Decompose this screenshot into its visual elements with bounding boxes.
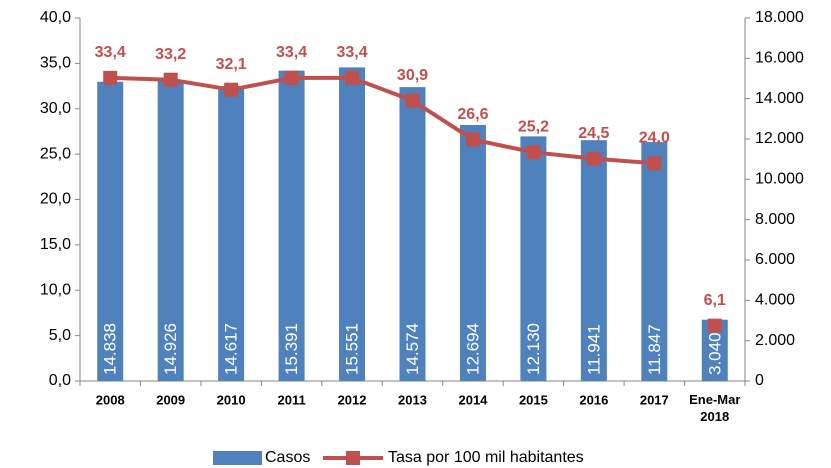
y2-tick-label: 0 <box>755 372 764 389</box>
line-value-label: 25,2 <box>518 119 549 136</box>
bar <box>278 70 305 381</box>
line-marker <box>284 70 299 85</box>
line-value-label: 33,4 <box>276 44 307 61</box>
x-tick-label: 2014 <box>458 392 488 407</box>
x-tick-label: 2016 <box>579 392 608 407</box>
x-tick-label: 2010 <box>217 392 246 407</box>
bar-value-label: 11.847 <box>645 324 664 375</box>
y2-tick-label: 12.000 <box>755 130 804 147</box>
y-tick-label: 0,0 <box>49 372 71 389</box>
x-tick-label: 2009 <box>156 392 185 407</box>
line-value-label: 26,6 <box>457 106 488 123</box>
y2-tick-label: 10.000 <box>755 171 804 188</box>
line-marker <box>586 151 601 166</box>
y-tick-label: 35,0 <box>40 55 71 72</box>
bar-value-label: 14.574 <box>403 323 422 375</box>
line-value-label: 33,2 <box>155 46 186 63</box>
bar-value-label: 15.551 <box>343 323 362 375</box>
line-value-label: 6,1 <box>704 292 726 309</box>
bar-value-label: 12.694 <box>463 323 482 375</box>
line-value-label: 33,4 <box>336 44 367 61</box>
line-value-label: 30,9 <box>397 67 428 84</box>
line-value-label: 33,4 <box>95 44 126 61</box>
legend-label: Tasa por 100 mil habitantes <box>388 449 584 466</box>
bar <box>520 136 547 381</box>
line-marker <box>647 156 662 171</box>
legend-label: Casos <box>265 449 310 466</box>
y-tick-label: 30,0 <box>40 100 71 117</box>
x-tick-label: 2017 <box>640 392 669 407</box>
x-tick-label: 2011 <box>277 392 305 407</box>
bar <box>641 142 668 381</box>
bar-value-label: 11.941 <box>584 324 603 375</box>
bar <box>218 86 245 382</box>
line-marker <box>465 132 480 147</box>
bar-value-label: 14.926 <box>161 323 180 375</box>
bar-value-label: 3.040 <box>705 332 724 375</box>
bar-value-label: 15.391 <box>282 323 301 375</box>
line-marker <box>526 145 541 160</box>
line-value-label: 24,5 <box>578 125 609 142</box>
legend-swatch <box>213 451 262 465</box>
y2-tick-label: 4.000 <box>755 292 795 309</box>
bar <box>157 79 184 381</box>
y-tick-label: 40,0 <box>40 9 71 26</box>
line <box>110 75 655 166</box>
bar-value-label: 12.130 <box>524 323 543 375</box>
y-tick-label: 10,0 <box>40 281 71 298</box>
bar <box>580 140 607 381</box>
x-tick-label: 2012 <box>338 392 367 407</box>
line-value-label: 32,1 <box>216 56 247 73</box>
line-marker <box>405 93 420 108</box>
bar <box>97 81 124 381</box>
y-tick-label: 5,0 <box>49 327 71 344</box>
bar <box>399 87 426 381</box>
y2-tick-label: 6.000 <box>755 251 795 268</box>
bar <box>339 67 366 381</box>
y2-tick-label: 14.000 <box>755 90 804 107</box>
y2-tick-label: 8.000 <box>755 211 795 228</box>
line-marker <box>345 70 360 85</box>
line-marker <box>163 72 178 87</box>
bar <box>459 125 486 381</box>
x-tick-label: 2013 <box>398 392 427 407</box>
y2-tick-label: 18.000 <box>755 9 804 26</box>
y2-tick-label: 2.000 <box>755 332 795 349</box>
x-tick-label: 2015 <box>519 392 548 407</box>
x-tick-label: 2008 <box>96 392 125 407</box>
line-marker <box>103 70 118 85</box>
y-tick-label: 25,0 <box>40 145 71 162</box>
x-tick-label: Ene-Mar 2018 <box>689 392 740 424</box>
y-tick-label: 15,0 <box>40 236 71 253</box>
legend-swatch <box>346 451 360 465</box>
bar-value-label: 14.617 <box>222 323 241 375</box>
bar-value-label: 14.838 <box>101 323 120 375</box>
line-marker <box>707 318 722 333</box>
y2-tick-label: 16.000 <box>755 50 804 67</box>
line-marker <box>224 82 239 97</box>
line-value-label: 24,0 <box>639 129 670 146</box>
y-tick-label: 20,0 <box>40 191 71 208</box>
